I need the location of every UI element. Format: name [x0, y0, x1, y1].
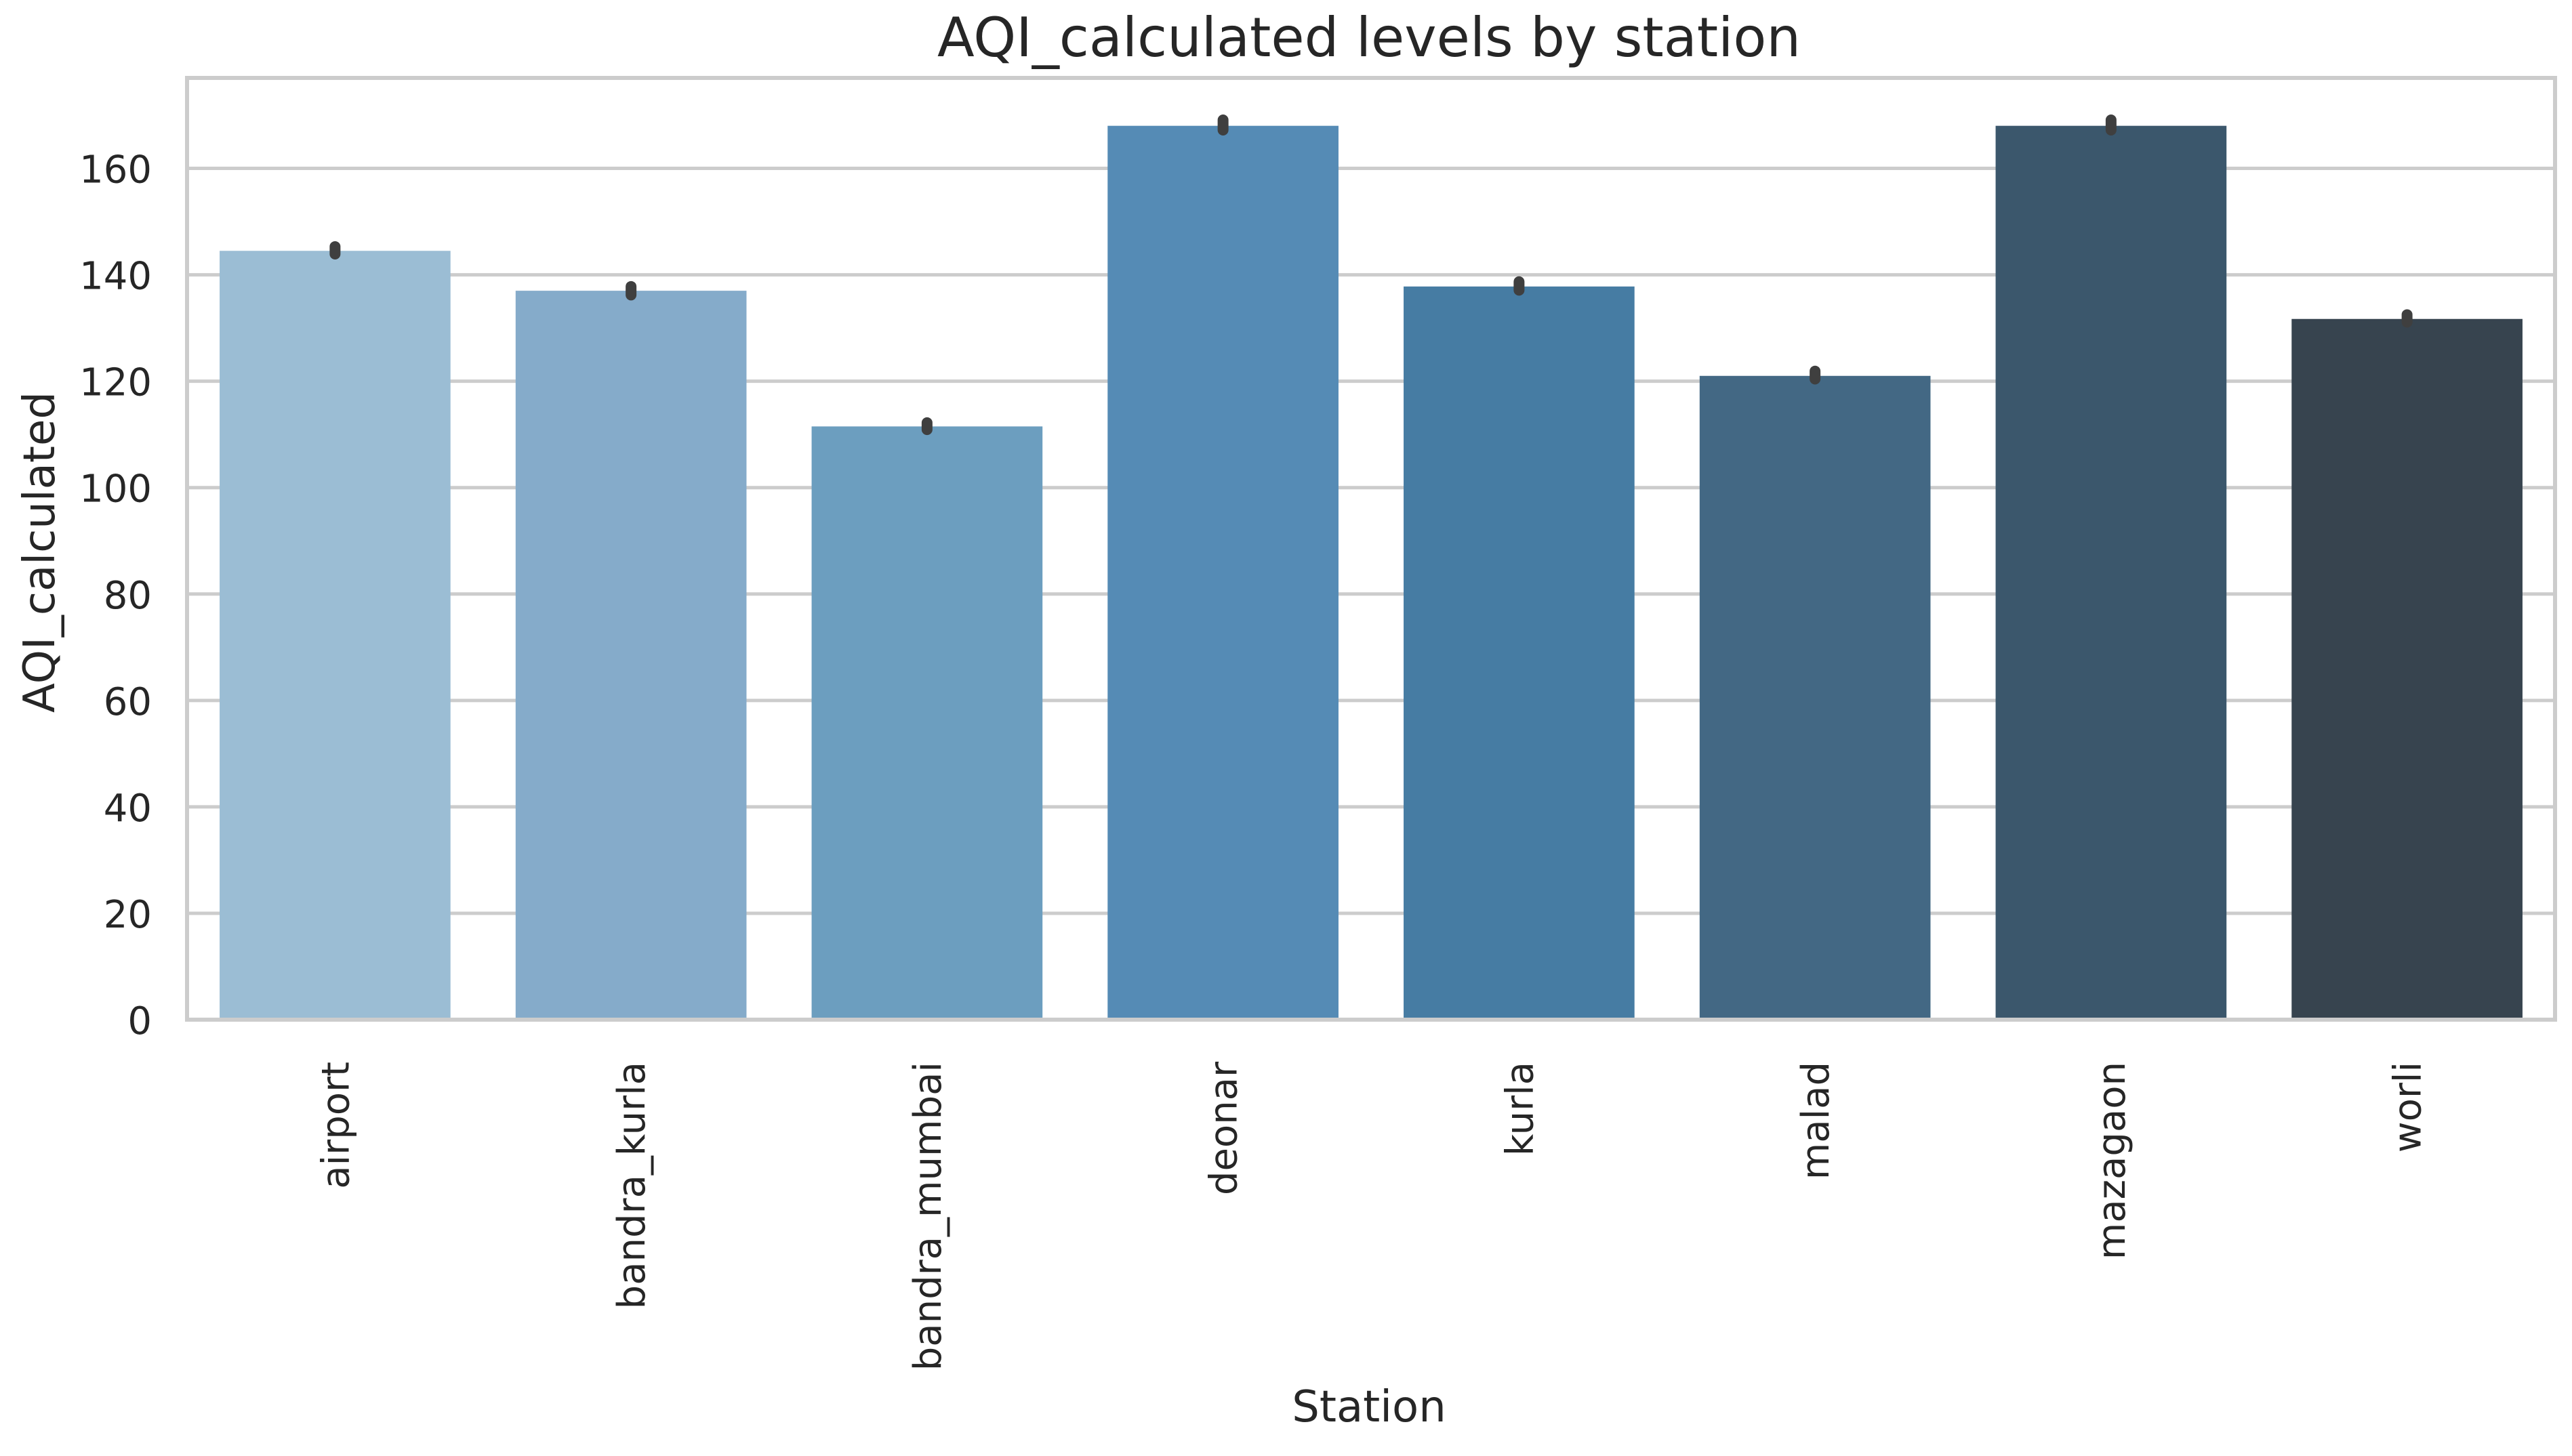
plot-frame: [185, 76, 2557, 1022]
bar-airport: [220, 251, 451, 1020]
bar-malad: [1699, 375, 1931, 1020]
error-bars: [329, 115, 2413, 436]
x-tick-label: worli: [2386, 1062, 2430, 1152]
bars: [220, 125, 2523, 1020]
bar-bandra_mumbai: [811, 426, 1043, 1020]
y-tick-label: 160: [79, 148, 152, 192]
x-tick-labels: airport bandra_kurla bandra_mumbai deonar ku…: [314, 1061, 2430, 1371]
x-tick-label: kurla: [1498, 1062, 1542, 1156]
bar-deonar: [1107, 125, 1339, 1020]
y-tick-label: 80: [104, 574, 152, 618]
y-tick-label: 100: [79, 467, 152, 512]
y-tick-label: 60: [104, 680, 152, 724]
y-tick-label: 120: [79, 361, 152, 405]
x-tick-label: deonar: [1202, 1061, 1246, 1195]
y-tick-label: 0: [127, 999, 152, 1043]
x-tick-label: malad: [1794, 1062, 1838, 1180]
bar-bandra_kurla: [515, 291, 747, 1020]
y-tick-label: 140: [79, 255, 152, 299]
chart-title: AQI_calculated levels by station: [937, 6, 1801, 69]
x-tick-label: airport: [314, 1062, 358, 1189]
bar-mazagaon: [1995, 125, 2227, 1020]
y-axis-label: AQI_calculated: [15, 392, 65, 713]
y-tick-labels: 0 20 40 60 80 100 120 140 160: [79, 148, 152, 1043]
y-tick-label: 20: [104, 893, 152, 937]
y-tick-label: 40: [104, 787, 152, 831]
x-tick-label: mazagaon: [2090, 1062, 2134, 1260]
bar-kurla: [1404, 286, 1635, 1020]
x-axis-label: Station: [1292, 1382, 1446, 1432]
x-tick-label: bandra_mumbai: [906, 1062, 950, 1371]
x-tick-label: bandra_kurla: [610, 1062, 654, 1309]
bar-worli: [2291, 318, 2523, 1020]
